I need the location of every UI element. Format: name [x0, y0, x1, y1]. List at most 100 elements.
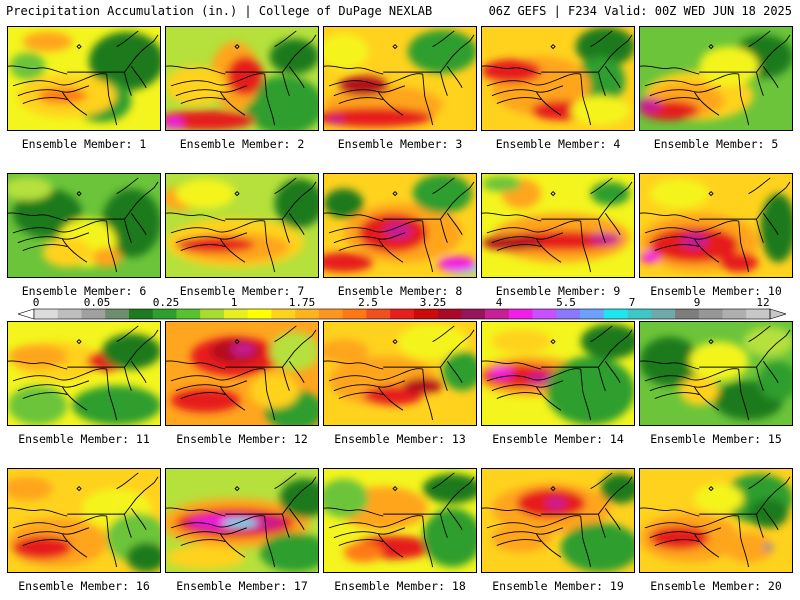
precip-blob: [227, 56, 263, 96]
boundary-line: [180, 392, 226, 399]
ensemble-member-label: Ensemble Member: 7: [179, 284, 305, 298]
boundary-line: [328, 515, 423, 529]
colorbar-swatch: [57, 309, 82, 319]
boundary-line: [333, 85, 406, 97]
precip-field: [482, 174, 634, 277]
boundary-line: [338, 97, 384, 104]
boundary-line: [328, 368, 423, 382]
boundary-line: [12, 73, 107, 87]
ensemble-member-label: Ensemble Member: 18: [334, 579, 466, 593]
colorbar-swatch: [176, 309, 201, 319]
boundary-line: [580, 516, 592, 568]
boundary-line: [274, 30, 297, 48]
boundary-line: [738, 74, 750, 126]
map-outline: [640, 472, 791, 568]
boundary-line: [422, 221, 434, 273]
boundary-line: [422, 516, 434, 568]
boundary-line: [180, 244, 226, 251]
boundary-line: [535, 238, 562, 263]
boundary-line: [590, 177, 613, 195]
precip-blob: [748, 498, 789, 528]
boundary-line: [282, 367, 290, 391]
map-outline: [324, 472, 475, 568]
precip-blob: [694, 483, 744, 514]
boundary-line: [550, 44, 556, 50]
colorbar-swatch: [34, 309, 59, 319]
boundary-line: [166, 360, 226, 370]
colorbar-swatch: [200, 309, 225, 319]
precip-blob: [679, 375, 719, 406]
boundary-line: [541, 476, 633, 515]
colorbar-tick-label: 5.5: [556, 296, 576, 309]
precip-blob: [407, 29, 476, 74]
boundary-line: [738, 516, 750, 568]
precip-blob: [560, 522, 634, 572]
boundary-line: [234, 191, 240, 197]
boundary-line: [170, 73, 265, 87]
boundary-line: [338, 392, 384, 399]
boundary-line: [383, 476, 475, 515]
boundary-line: [328, 73, 423, 87]
ensemble-member-label: Ensemble Member: 5: [653, 137, 779, 151]
boundary-line: [124, 514, 132, 538]
boundary-line: [274, 177, 297, 195]
precip-blob: [491, 329, 552, 354]
boundary-line: [491, 527, 564, 539]
boundary-line: [324, 65, 384, 75]
boundary-line: [708, 486, 714, 492]
boundary-line: [289, 361, 305, 384]
ensemble-member-map: [481, 173, 635, 278]
boundary-line: [654, 97, 700, 104]
boundary-line: [605, 508, 621, 531]
precip-blob: [589, 232, 622, 245]
map-outline: [8, 30, 159, 126]
boundary-line: [432, 472, 455, 490]
precip-blob: [324, 252, 374, 273]
map-outline: [166, 30, 317, 126]
map-outline: [640, 30, 791, 126]
boundary-line: [106, 221, 118, 273]
precip-field: [482, 27, 634, 130]
boundary-line: [12, 220, 107, 234]
precip-blob: [442, 351, 476, 391]
colorbar-swatch: [675, 309, 700, 319]
precip-blob: [575, 27, 634, 67]
precip-blob: [126, 542, 160, 572]
boundary-line: [748, 177, 771, 195]
boundary-line: [649, 232, 722, 244]
boundary-line: [131, 508, 147, 531]
colorbar-tick-label: 3.25: [419, 296, 447, 309]
map-outline: [8, 472, 159, 568]
boundary-line: [482, 65, 542, 75]
precip-blob: [422, 508, 476, 568]
boundary-line: [289, 213, 305, 236]
precip-blob: [437, 256, 476, 273]
colorbar-swatch: [247, 309, 272, 319]
colorbar-swatch: [651, 309, 676, 319]
precip-blob: [570, 95, 631, 126]
boundary-line: [482, 212, 542, 222]
colorbar-swatch: [342, 309, 367, 319]
colorbar-swatch: [437, 309, 462, 319]
colorbar-swatch: [390, 309, 415, 319]
boundary-line: [131, 361, 147, 384]
precip-blob: [338, 76, 389, 96]
precip-blob: [324, 339, 369, 364]
boundary-line: [22, 97, 68, 104]
boundary-line: [333, 232, 406, 244]
boundary-line: [654, 539, 700, 546]
precip-blob: [600, 473, 634, 504]
boundary-line: [605, 213, 621, 236]
precip-blob: [22, 31, 73, 52]
boundary-line: [644, 73, 739, 87]
boundary-line: [447, 508, 463, 531]
boundary-line: [116, 30, 139, 48]
colorbar-tick-label: 1.75: [288, 296, 316, 309]
precip-blob: [42, 237, 92, 268]
boundary-line: [422, 74, 434, 126]
boundary-line: [22, 244, 68, 251]
ensemble-member-map: [165, 26, 319, 131]
boundary-line: [491, 85, 564, 97]
boundary-line: [8, 65, 68, 75]
precip-blob: [231, 343, 255, 356]
